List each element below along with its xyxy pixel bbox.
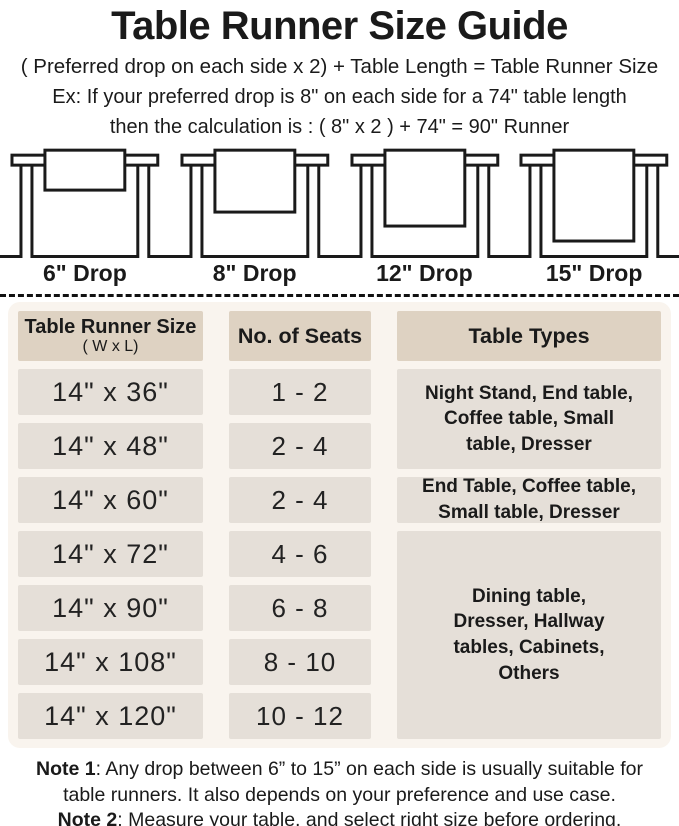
- drop-labels: 6" Drop 8" Drop 12" Drop 15" Drop: [0, 258, 679, 294]
- column-header-size-title: Table Runner Size: [24, 315, 197, 338]
- types-cell-group-2: End Table, Coffee table, Small table, Dr…: [397, 476, 661, 523]
- column-header-seats: No. of Seats: [229, 311, 371, 361]
- formula-line: ( Preferred drop on each side x 2) + Tab…: [20, 55, 659, 78]
- types-cell-group-1: Night Stand, End table, Coffee table, Sm…: [397, 369, 661, 469]
- note-2-text: : Measure your table, and select right s…: [117, 809, 622, 826]
- note-2-label: Note 2: [57, 809, 118, 826]
- seats-cell: 8 - 10: [229, 639, 371, 685]
- note-2: Note 2: Measure your table, and select r…: [0, 808, 679, 826]
- example-line-1: Ex: If your preferred drop is 8" on each…: [52, 86, 627, 108]
- note-1-text: : Any drop between 6” to 15” on each sid…: [63, 758, 644, 806]
- page-title: Table Runner Size Guide: [111, 4, 568, 48]
- size-cell: 14" x 72": [18, 531, 203, 577]
- drop-label-6: 6" Drop: [43, 260, 127, 286]
- drop-label-15: 15" Drop: [545, 260, 643, 286]
- note-1-label: Note 1: [35, 758, 96, 780]
- size-table: Table Runner Size ( W x L) No. of Seats …: [18, 311, 661, 739]
- drop-6-illustration: [0, 148, 170, 258]
- seats-cell: 10 - 12: [229, 693, 371, 739]
- example-line-2: then the calculation is : ( 8" x 2 ) + 7…: [109, 116, 570, 138]
- column-header-types: Table Types: [397, 311, 661, 361]
- table-runner-15-drop-icon: [519, 148, 669, 258]
- seats-cell: 6 - 8: [229, 585, 371, 631]
- seats-cell: 2 - 4: [229, 423, 371, 469]
- note-1: Note 1: Any drop between 6” to 15” on ea…: [0, 757, 679, 808]
- size-cell: 14" x 36": [18, 369, 203, 415]
- table-runner-12-drop-icon: [349, 148, 499, 258]
- column-header-size-sub: ( W x L): [82, 337, 139, 355]
- seats-cell: 2 - 4: [229, 477, 371, 523]
- drop-8-illustration: [170, 148, 340, 258]
- size-guide-panel: Table Runner Size ( W x L) No. of Seats …: [8, 302, 671, 748]
- types-cell-group-3: Dining table, Dresser, Hallway tables, C…: [397, 531, 661, 739]
- drop-illustrations: [0, 148, 679, 258]
- table-runner-8-drop-icon: [180, 148, 330, 258]
- seats-cell: 1 - 2: [229, 369, 371, 415]
- dashed-divider: [0, 294, 679, 297]
- drop-label-8: 8" Drop: [212, 260, 297, 286]
- notes: Note 1: Any drop between 6” to 15” on ea…: [0, 757, 679, 826]
- size-cell: 14" x 108": [18, 639, 203, 685]
- drop-12-illustration: [340, 148, 510, 258]
- seats-cell: 4 - 6: [229, 531, 371, 577]
- column-header-size: Table Runner Size ( W x L): [18, 311, 203, 361]
- size-cell: 14" x 120": [18, 693, 203, 739]
- size-cell: 14" x 90": [18, 585, 203, 631]
- size-cell: 14" x 48": [18, 423, 203, 469]
- table-runner-6-drop-icon: [10, 148, 160, 258]
- drop-label-12: 12" Drop: [376, 260, 473, 286]
- drop-15-illustration: [509, 148, 679, 258]
- size-cell: 14" x 60": [18, 477, 203, 523]
